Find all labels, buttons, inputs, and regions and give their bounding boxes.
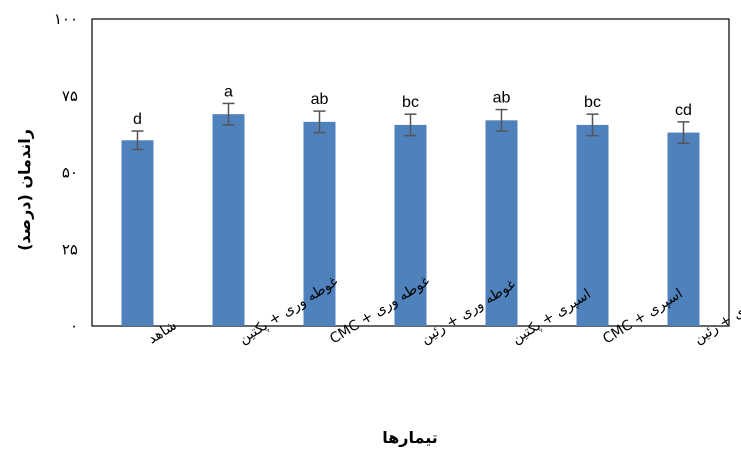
bar — [485, 120, 518, 326]
bar — [576, 124, 609, 326]
error-bar — [313, 110, 326, 134]
significance-letter: d — [133, 111, 142, 128]
error-bar — [222, 102, 235, 126]
significance-letter: a — [224, 83, 233, 100]
significance-letter: ab — [311, 91, 329, 108]
significance-letter: cd — [675, 102, 692, 119]
bar — [667, 132, 700, 326]
bar — [303, 121, 336, 326]
y-tick-label: ۰ — [70, 317, 78, 335]
error-bar — [404, 113, 417, 137]
y-tick-label: ۷۵ — [62, 87, 78, 105]
x-axis-title: تیمارها — [382, 428, 438, 447]
error-bar — [131, 130, 144, 151]
y-tick-label: ۲۵ — [62, 240, 78, 258]
bar — [394, 124, 427, 326]
bar — [121, 140, 154, 326]
y-axis-title: راندمان (درصد) — [15, 129, 34, 251]
error-bar — [495, 108, 508, 132]
significance-letter: bc — [402, 94, 419, 111]
bar — [212, 114, 245, 326]
error-bar — [586, 113, 599, 137]
y-tick-label: ۱۰۰ — [54, 10, 78, 28]
significance-letter: bc — [584, 94, 601, 111]
y-tick-label: ۵۰ — [62, 164, 78, 182]
significance-letter: ab — [493, 90, 511, 107]
error-bar — [677, 121, 690, 145]
